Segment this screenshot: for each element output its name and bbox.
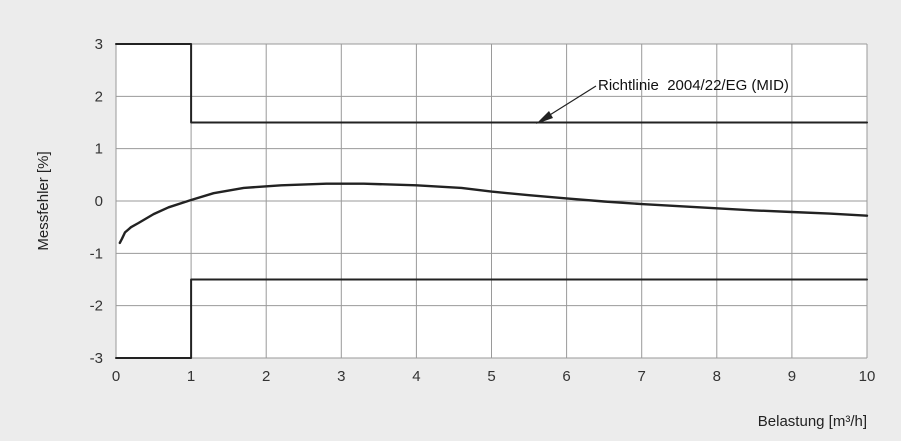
x-tick-label: 9 [788,368,796,385]
x-axis-label: Belastung [m³/h] [758,413,867,430]
y-tick-label: 0 [95,193,103,210]
y-tick-label: 2 [95,88,103,105]
annotation-text: Richtlinie 2004/22/EG (MID) [598,77,789,94]
y-axis-label: Messfehler [%] [35,151,52,250]
x-tick-label: 7 [638,368,646,385]
y-tick-label: -2 [90,298,103,315]
x-tick-label: 10 [859,368,876,385]
series-group [115,43,869,359]
x-tick-label: 0 [112,368,120,385]
annotation-arrow-line [544,85,597,119]
y-tick-label: -1 [90,245,103,262]
series-lower-limit [115,278,868,359]
x-tick-label: 3 [337,368,345,385]
y-tick-label: 1 [95,141,103,158]
x-tick-label: 2 [262,368,270,385]
y-tick-label: -3 [90,350,103,367]
series-measured-error [118,182,869,245]
y-axis-ticks: 3 2 1 0 -1 -2 -3 [90,36,103,367]
grid-lines [115,43,868,359]
x-tick-label: 4 [412,368,420,385]
x-tick-label: 5 [487,368,495,385]
annotation-arrowhead [536,111,553,124]
x-axis-ticks: 0 1 2 3 4 5 6 7 8 9 10 [112,368,876,385]
x-tick-label: 6 [562,368,570,385]
series-upper-limit [115,43,868,124]
y-tick-label: 3 [95,36,103,53]
x-tick-label: 8 [713,368,721,385]
x-tick-label: 1 [187,368,195,385]
